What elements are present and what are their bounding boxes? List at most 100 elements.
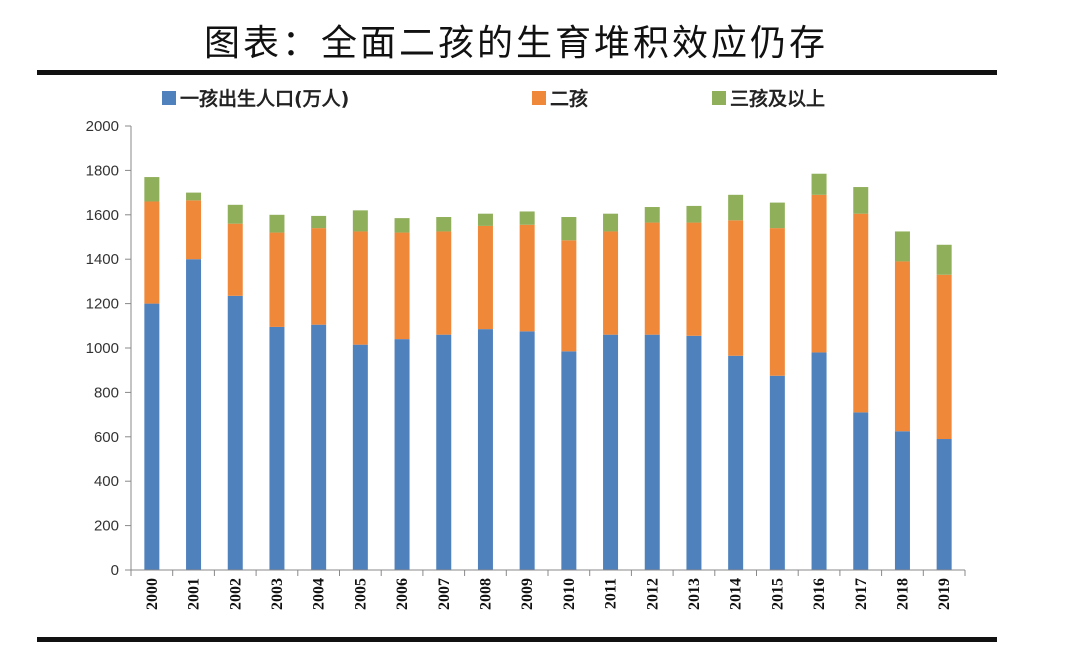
bar-segment: [227, 204, 243, 224]
bar-segment: [728, 220, 744, 356]
bar-segment: [936, 244, 952, 275]
x-tick-label: 2000: [144, 578, 161, 610]
bar-segment: [477, 329, 493, 570]
bar-segment: [227, 295, 243, 570]
y-tick-label: 800: [94, 384, 119, 401]
bars: [144, 173, 952, 570]
bar-segment: [894, 231, 910, 262]
y-tick-label: 1800: [86, 162, 119, 179]
y-tick-label: 400: [94, 473, 119, 490]
x-tick-label: 2010: [561, 578, 578, 610]
bar-segment: [561, 217, 577, 241]
x-tick-label: 2002: [227, 578, 244, 610]
bar-segment: [769, 228, 785, 376]
x-tick-label: 2013: [686, 578, 703, 610]
x-tick-label: 2012: [644, 578, 661, 610]
x-tick-label: 2016: [811, 578, 828, 610]
bar-segment: [853, 412, 869, 570]
bar-segment: [894, 261, 910, 432]
bar-segment: [269, 326, 285, 570]
bar-segment: [269, 214, 285, 233]
bar-segment: [311, 324, 327, 570]
y-tick-label: 1600: [86, 207, 119, 224]
legend-label: 三孩及以上: [730, 87, 825, 110]
bar-segment: [394, 232, 410, 340]
legend-swatch: [712, 91, 726, 105]
bar-segment: [352, 231, 368, 345]
bar-segment: [644, 222, 660, 335]
bar-segment: [186, 192, 202, 201]
bar-segment: [519, 211, 535, 225]
bar-segment: [436, 231, 452, 335]
x-tick-label: 2017: [853, 578, 870, 610]
bar-segment: [603, 334, 619, 570]
x-tick-label: 2019: [936, 578, 953, 610]
x-tick-label: 2015: [769, 578, 786, 610]
bar-segment: [227, 223, 243, 296]
x-tick-label: 2001: [186, 578, 203, 610]
bar-segment: [269, 232, 285, 327]
bar-segment: [436, 217, 452, 232]
x-tick-label: 2008: [477, 578, 494, 610]
bar-segment: [811, 194, 827, 353]
bar-segment: [769, 375, 785, 570]
x-tick-label: 2004: [311, 578, 328, 610]
y-tick-label: 600: [94, 429, 119, 446]
x-tick-label: 2007: [436, 578, 453, 610]
title-rule-top: [37, 70, 997, 75]
x-tick-label: 2009: [519, 578, 536, 610]
bar-segment: [811, 173, 827, 195]
bar-segment: [936, 439, 952, 570]
bar-segment: [186, 259, 202, 570]
bar-segment: [311, 228, 327, 325]
legend-swatch: [532, 91, 546, 105]
x-tick-label: 2005: [352, 578, 369, 610]
bar-segment: [352, 344, 368, 570]
footer-rule-bottom: [37, 637, 997, 642]
bar-segment: [352, 210, 368, 232]
legend-swatch: [162, 91, 176, 105]
bar-segment: [686, 205, 702, 223]
bar-segment: [853, 213, 869, 413]
bar-segment: [144, 201, 160, 304]
bar-segment: [436, 334, 452, 570]
y-axis-ticks: 0 200 400 600 800 1000 1200 1400 1600 1800 2000: [86, 118, 131, 579]
bar-segment: [144, 303, 160, 570]
bar-segment: [603, 231, 619, 335]
bar-segment: [894, 431, 910, 570]
bar-segment: [311, 215, 327, 229]
bar-segment: [477, 225, 493, 330]
bar-segment: [936, 274, 952, 440]
y-tick-label: 200: [94, 518, 119, 535]
y-tick-label: 2000: [86, 118, 119, 135]
y-tick-label: 1200: [86, 296, 119, 313]
bar-segment: [603, 213, 619, 232]
legend-label: 一孩出生人口(万人): [180, 87, 349, 110]
bar-segment: [769, 202, 785, 229]
x-tick-label: 2018: [894, 578, 911, 610]
x-tick-label: 2006: [394, 578, 411, 610]
bar-segment: [728, 194, 744, 221]
bar-segment: [686, 335, 702, 570]
bar-segment: [728, 355, 744, 570]
chart-title: 图表：全面二孩的生育堆积效应仍存: [203, 23, 828, 64]
axes: [130, 126, 966, 576]
x-tick-label: 2003: [269, 578, 286, 610]
legend: 一孩出生人口(万人) 二孩 三孩及以上: [162, 87, 825, 110]
x-tick-label: 2014: [728, 578, 745, 610]
bar-segment: [477, 213, 493, 226]
bar-segment: [144, 177, 160, 202]
x-axis-labels: 2000 2001 2002 2003 2004 2005 2006 2007 2008 2009…: [144, 578, 953, 610]
y-tick-label: 1400: [86, 251, 119, 268]
x-tick-label: 2011: [603, 578, 620, 609]
bar-segment: [519, 224, 535, 332]
bar-segment: [561, 240, 577, 352]
bar-segment: [644, 334, 660, 570]
y-tick-label: 1000: [86, 340, 119, 357]
legend-label: 二孩: [550, 87, 588, 110]
y-tick-label: 0: [111, 562, 119, 579]
bar-segment: [394, 218, 410, 233]
bar-segment: [686, 222, 702, 336]
